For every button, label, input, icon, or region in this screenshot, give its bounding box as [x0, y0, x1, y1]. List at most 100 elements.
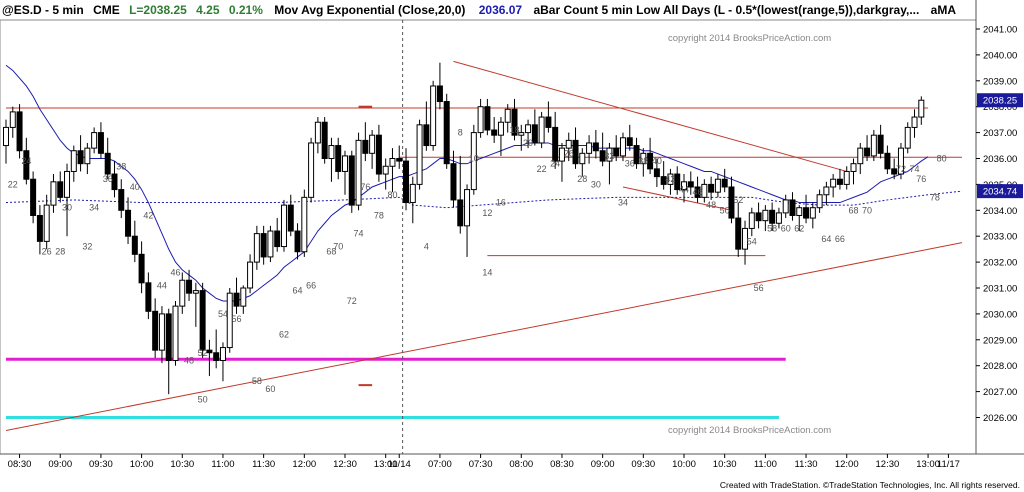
x-tick-label: 09:00 [48, 459, 72, 470]
candle [694, 176, 701, 203]
candle [579, 148, 586, 177]
bar-count-label: 60 [265, 384, 275, 394]
candle [735, 202, 742, 257]
candle-body [626, 137, 633, 147]
bar-count-label: 72 [896, 164, 906, 174]
candle [911, 109, 918, 138]
candle [30, 171, 37, 224]
last-price-label: L=2038.25 [129, 3, 187, 17]
candle-body [314, 121, 321, 144]
candle-body [335, 145, 342, 172]
candle [314, 117, 321, 154]
candle-body [260, 233, 267, 258]
bar-count-label: 62 [794, 223, 804, 233]
candle [918, 96, 925, 125]
x-tick-label: 13:00 [916, 459, 940, 470]
candle [518, 124, 525, 151]
candle [50, 174, 57, 213]
candle-body [199, 290, 206, 351]
candle-body [796, 207, 803, 216]
candle-body [816, 194, 823, 209]
candle [91, 127, 98, 154]
candle [830, 174, 837, 198]
candle [606, 142, 613, 185]
candle-body [430, 85, 437, 147]
candle-body [633, 145, 640, 165]
bar-count-label: 38 [116, 161, 126, 171]
candle [803, 194, 810, 224]
bar-count-label: 64 [821, 234, 831, 244]
candle-body [918, 99, 925, 118]
x-tick-label: 10:30 [170, 459, 194, 470]
bar-count-label: 78 [374, 210, 384, 220]
candle-body [423, 124, 430, 147]
candle-body [891, 168, 898, 175]
candle-body [755, 212, 762, 222]
candle-body [436, 85, 443, 103]
chart-header: @ES.D - 5 min CME L=2038.25 4.25 0.21% M… [2, 3, 956, 17]
x-tick-label: 10:00 [130, 459, 154, 470]
candle-body [619, 137, 626, 157]
candle [97, 122, 104, 159]
candle [640, 148, 647, 177]
bar-count-label: 50 [720, 205, 730, 215]
candle-body [735, 217, 742, 250]
y-tick-label: 2036.00 [983, 154, 1017, 165]
candle-body [389, 158, 396, 167]
candle [443, 93, 450, 169]
candle [450, 150, 457, 208]
candle-body [877, 134, 884, 154]
candle-body [382, 165, 389, 175]
plot-area [0, 19, 977, 455]
candle [158, 306, 165, 364]
candle-body [484, 106, 491, 131]
y-tick-label: 2034.00 [983, 206, 1017, 217]
candle [179, 272, 186, 314]
study3-label: aMA [931, 3, 957, 17]
candle [823, 181, 830, 206]
copyright-bottom: copyright 2014 BrooksPriceAction.com [668, 425, 831, 436]
bar-count-label: 20 [523, 138, 533, 148]
candle-body [694, 186, 701, 198]
candle [565, 132, 572, 162]
candle-body [572, 139, 579, 165]
y-tick-label: 2027.00 [983, 387, 1017, 398]
bar-count-label: 74 [910, 164, 920, 174]
candle-body [782, 199, 789, 214]
candle [762, 205, 769, 232]
candle [599, 132, 606, 167]
candle [613, 135, 620, 162]
candle [796, 205, 803, 232]
x-tick-label: 07:00 [428, 459, 452, 470]
candle-body [362, 139, 369, 154]
candle [870, 130, 877, 162]
candle-body [226, 292, 233, 349]
candle-body [857, 147, 864, 165]
candle [23, 137, 30, 185]
candle-body [233, 292, 240, 307]
candle-body [558, 147, 565, 162]
candle-body [809, 207, 816, 219]
symbol-label: @ES.D - 5 min [2, 3, 84, 17]
bar-count-label: 42 [665, 174, 675, 184]
overlay-lines [5, 20, 963, 454]
candle-body [213, 352, 220, 362]
candle [877, 124, 884, 159]
candle-body [592, 142, 599, 152]
candle-body [396, 158, 403, 162]
bar-count-label: 64 [293, 286, 303, 296]
candle [362, 122, 369, 162]
candle [199, 282, 206, 358]
candle-body [409, 183, 416, 204]
candle [789, 192, 796, 221]
candle-body [158, 313, 165, 351]
candle-body [253, 233, 260, 263]
bar-count-label: 68 [848, 205, 858, 215]
bar-count-label: 48 [184, 356, 194, 366]
candle [342, 150, 348, 195]
candle [84, 142, 91, 175]
candle [891, 158, 898, 180]
candle [633, 137, 640, 169]
candle [470, 124, 477, 195]
bar-count-label: 78 [930, 192, 940, 202]
